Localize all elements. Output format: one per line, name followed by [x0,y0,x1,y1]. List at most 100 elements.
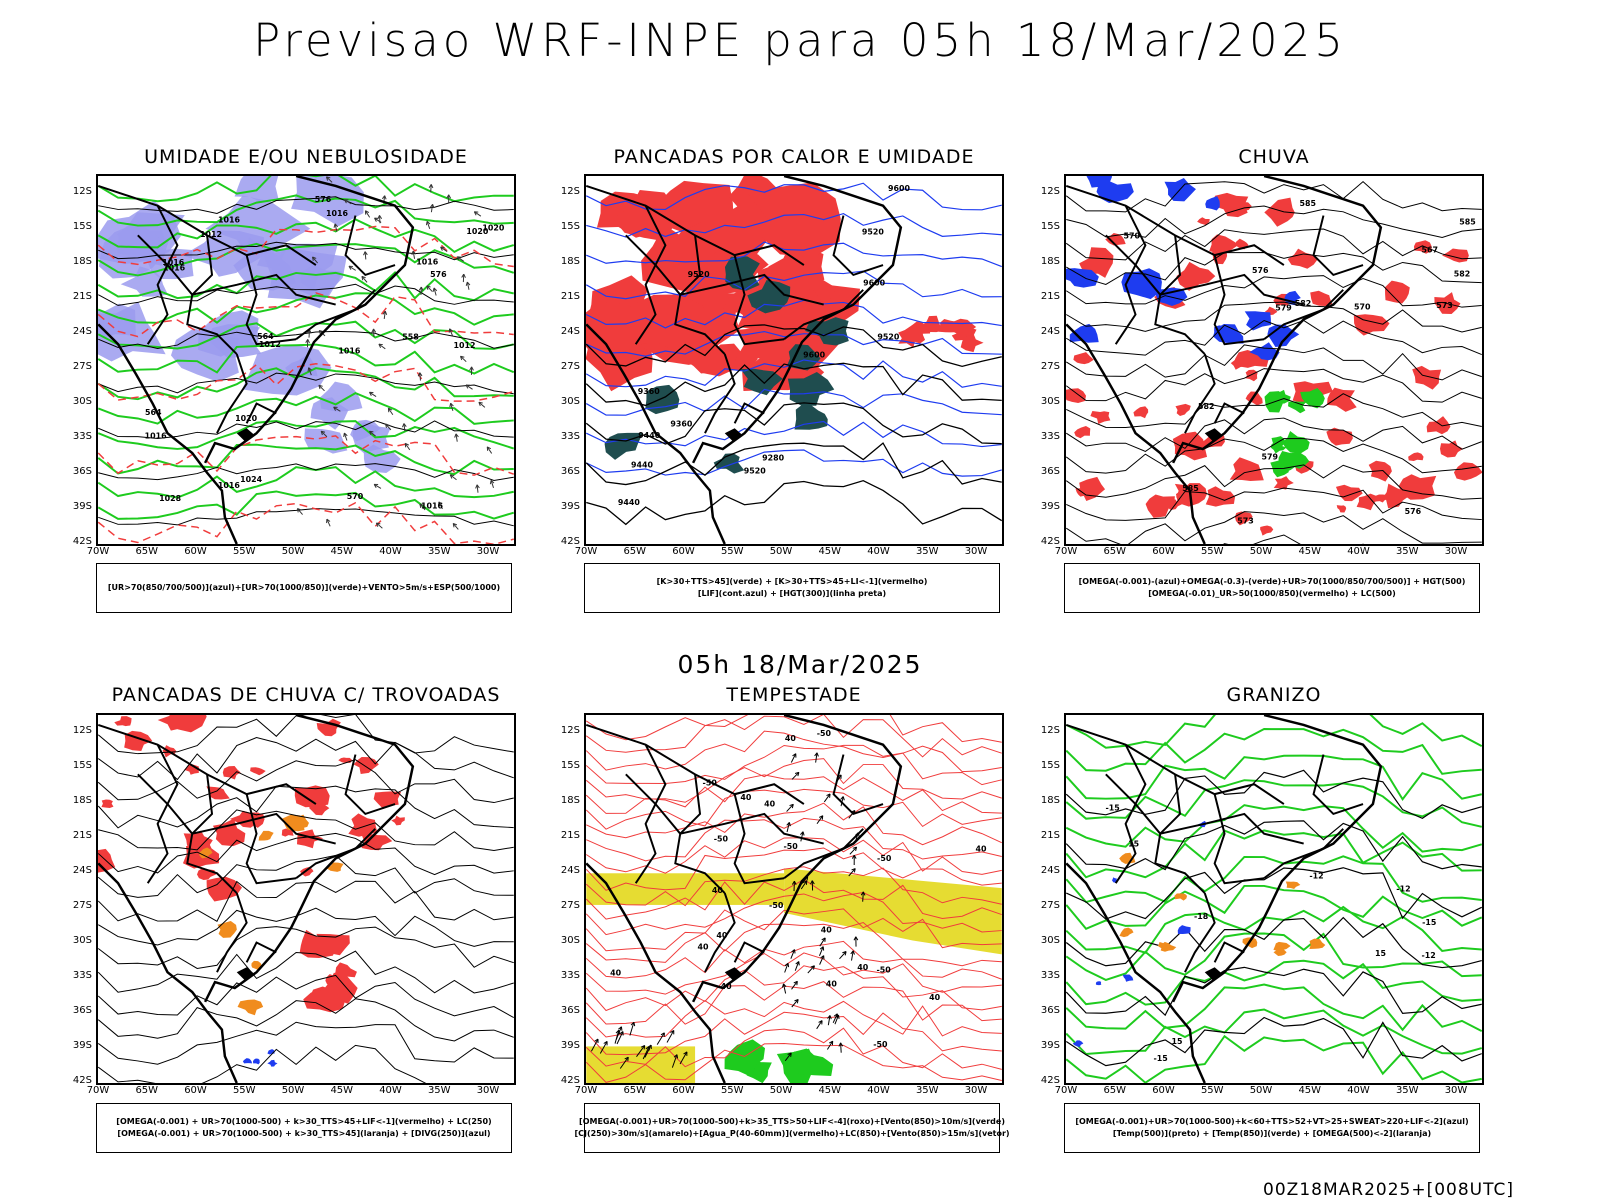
forecast-map: 585 585 585 582 582 582 579 579 576 576 573 573 570 5… [1064,174,1484,546]
country-border [98,723,317,805]
contour-label: 585 [1459,217,1476,226]
coastline-east [691,715,903,1003]
coastline-west [1066,323,1206,544]
wind-vector [344,199,352,205]
wind-vector [486,446,493,454]
wind-850-vector-head [791,804,794,809]
latitude-tick-label: 42S [560,536,580,547]
panel-legend: [K>30+TTS>45](verde) + [K>30+TTS>45+LI<-… [584,563,1000,613]
wind-vector [343,432,348,441]
wind-vector [297,508,303,515]
wind-vector [478,401,486,408]
coastline-west [98,862,238,1083]
storm-red-area [353,757,379,775]
latitude-tick-label: 30S [72,935,92,946]
wind-vector-head [384,310,388,315]
wind-850-vector [839,951,847,960]
latitude-tick-label: 39S [1040,1040,1060,1051]
temp-850-contour [1066,754,1482,802]
contour-label: -18 [1194,912,1209,921]
country-border [137,773,238,894]
wind-vector-head [426,285,431,288]
panel-legend: [OMEGA(-0.001)+UR>70(1000-500)+k>35_TTS>… [574,1103,1010,1153]
latitude-tick-label: 30S [1040,396,1060,407]
map-canvas [98,715,514,1083]
contour-label: 15 [1128,839,1139,848]
wind-vector [333,406,341,412]
contour-label: 567 [1421,245,1438,254]
temp-850-contour [1066,932,1482,981]
hail-blue-area [1095,981,1102,986]
longitude-tick-label: 60W [184,546,207,557]
hail-blue-area [1122,974,1134,982]
latitude-tick-label: 18S [72,795,92,806]
wind-vector-head [385,423,390,426]
country-border [191,235,214,296]
wind-850-vector [786,803,794,812]
contour-label: 9520 [862,227,885,236]
storm-red-area [222,766,241,780]
wind-850-vector-head [851,854,855,859]
contour-label: 9520 [744,467,767,476]
height-500-streamline [1066,438,1482,474]
wind-850-vector-head [826,793,831,797]
country-border [137,234,238,355]
forecast-map [96,713,516,1085]
panel-legend: [UR>70(850/700/500)](azul)+[UR>70(1000/8… [96,563,512,613]
wind-850-vector-head [618,1026,622,1030]
wind-vector-head [432,287,435,292]
country-border [733,941,765,963]
wind-850-vector-head [853,936,857,941]
panel-title: CHUVA [1238,146,1310,168]
wind-vector-head [375,522,379,527]
wind-vector [438,501,443,510]
wind-vector [326,518,331,527]
contour-label: 40 [976,844,988,853]
hail-blue-area [1177,925,1191,935]
wind-850-vector [832,1013,838,1023]
height-500-streamline [1066,464,1482,500]
wind-vector-head [326,518,331,522]
wind-850-vector-head [860,891,864,896]
wind-vector-head [307,339,310,344]
rain-red-area [1310,290,1333,306]
contour-label: 40 [785,734,797,743]
country-border [680,273,824,306]
longitude-tick-label: 40W [379,1085,402,1096]
contour-label: 1016 [218,215,241,224]
longitude-tick-label: 30W [964,546,988,557]
wind-vector-head [490,479,495,484]
wind-vector-head [412,250,417,255]
precipitable-water-contour [586,744,1002,786]
wind-vector-head [344,199,347,204]
wind-850-vector-head [790,1052,792,1057]
wind-850-vector-head [619,1031,624,1035]
wind-850-vector-head [819,946,824,950]
wind-850-vector-head [796,981,798,986]
legend-line: [CJ(250)>30m/s](amarelo)+[Agua_P(40-60mm… [574,1129,1010,1138]
longitude-tick-label: 65W [1103,546,1127,557]
wind-850-vector [794,961,800,971]
contour-label: 558 [402,333,419,342]
longitude-tick-label: 50W [1249,1085,1273,1096]
wind-vector-head [428,184,432,188]
rain-red-area [1384,280,1410,304]
wind-vector [466,281,470,290]
wind-vector-head [471,366,474,371]
legend-line: [OMEGA(-0.01)_UR>50(1000/850)(vermelho) … [1148,589,1396,598]
contour-label: 9600 [888,184,911,193]
streamline-250 [98,785,514,829]
longitude-tick-label: 70W [86,546,110,557]
country-border [679,235,702,296]
coastline-east [691,176,903,464]
rain-red-area [1384,483,1410,509]
height-500-streamline [1066,393,1482,428]
wind-vector [403,423,406,432]
hail-blue-area [1072,1040,1084,1048]
country-border [1213,793,1265,885]
precipitable-water-contour [586,952,1002,995]
wind-850-vector-head [786,822,790,826]
wind-vector-head [450,474,455,476]
longitude-tick-label: 50W [769,1085,793,1096]
divergence-blue-area [242,1058,253,1064]
